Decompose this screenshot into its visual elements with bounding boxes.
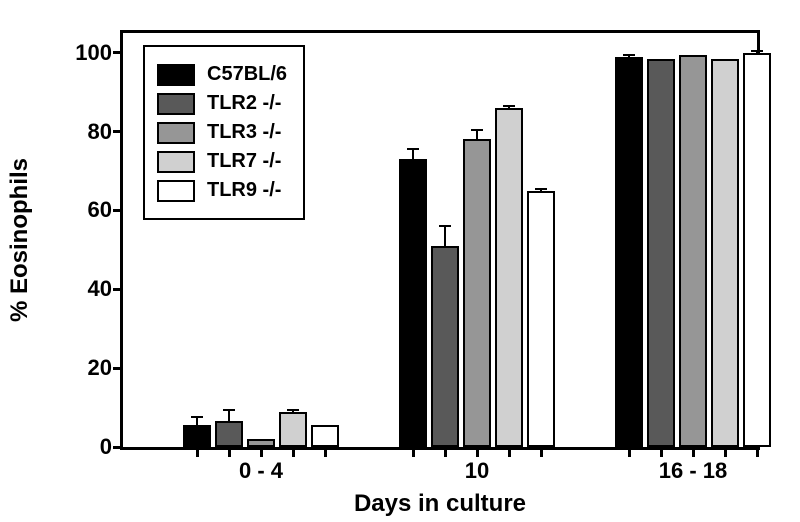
x-tick (324, 447, 327, 457)
x-tick (260, 447, 263, 457)
y-tick (113, 367, 123, 370)
legend-item: C57BL/6 (157, 63, 287, 86)
legend-item: TLR2 -/- (157, 92, 287, 115)
bar (399, 159, 427, 447)
y-tick (113, 130, 123, 133)
x-tick (412, 447, 415, 457)
x-tick (628, 447, 631, 457)
legend-label: TLR2 -/- (207, 92, 281, 115)
bar (647, 59, 675, 447)
y-tick (113, 446, 123, 449)
legend-label: TLR9 -/- (207, 179, 281, 202)
error-bar-cap (751, 50, 763, 52)
error-bar (444, 226, 446, 246)
error-bar (196, 417, 198, 425)
error-bar-cap (287, 409, 299, 411)
x-tick (756, 447, 759, 457)
y-tick-label: 80 (52, 119, 112, 145)
error-bar-cap (471, 129, 483, 131)
x-tick (724, 447, 727, 457)
bar (247, 439, 275, 447)
legend-label: C57BL/6 (207, 63, 287, 86)
bar (311, 425, 339, 447)
x-tick-label: 16 - 18 (659, 458, 728, 484)
bar (679, 55, 707, 447)
x-tick (660, 447, 663, 457)
error-bar (228, 410, 230, 422)
bar (743, 53, 771, 447)
plot-area: C57BL/6 TLR2 -/- TLR3 -/- TLR7 -/- TLR9 -/- (123, 33, 757, 447)
x-tick (476, 447, 479, 457)
y-tick-label: 40 (52, 276, 112, 302)
legend-item: TLR3 -/- (157, 121, 287, 144)
legend-swatch (157, 122, 195, 144)
y-tick-label: 20 (52, 355, 112, 381)
legend-swatch (157, 64, 195, 86)
bar (463, 139, 491, 447)
error-bar-cap (503, 105, 515, 107)
error-bar (412, 149, 414, 159)
x-tick-label: 10 (465, 458, 489, 484)
error-bar-cap (439, 225, 451, 227)
bar (279, 412, 307, 447)
bar (183, 425, 211, 447)
y-tick-label: 60 (52, 197, 112, 223)
legend-item: TLR9 -/- (157, 179, 287, 202)
x-tick (196, 447, 199, 457)
bar (431, 246, 459, 447)
legend: C57BL/6 TLR2 -/- TLR3 -/- TLR7 -/- TLR9 -/- (143, 45, 305, 220)
bar (215, 421, 243, 447)
error-bar-cap (535, 188, 547, 190)
bar (615, 57, 643, 447)
error-bar (476, 130, 478, 140)
y-axis-title: % Eosinophils (6, 158, 34, 322)
legend-item: TLR7 -/- (157, 150, 287, 173)
x-tick-label: 0 - 4 (239, 458, 283, 484)
error-bar-cap (407, 148, 419, 150)
x-tick (508, 447, 511, 457)
y-tick-label: 100 (52, 40, 112, 66)
bar (495, 108, 523, 447)
plot-frame: C57BL/6 TLR2 -/- TLR3 -/- TLR7 -/- TLR9 -/- (120, 30, 760, 450)
error-bar-cap (223, 409, 235, 411)
error-bar-cap (623, 54, 635, 56)
legend-label: TLR7 -/- (207, 150, 281, 173)
legend-label: TLR3 -/- (207, 121, 281, 144)
legend-swatch (157, 93, 195, 115)
legend-swatch (157, 180, 195, 202)
x-tick (228, 447, 231, 457)
y-tick-label: 0 (52, 434, 112, 460)
y-tick (113, 209, 123, 212)
y-tick (113, 288, 123, 291)
bar (711, 59, 739, 447)
x-tick (292, 447, 295, 457)
y-tick (113, 51, 123, 54)
x-tick (692, 447, 695, 457)
bar (527, 191, 555, 447)
error-bar-cap (191, 416, 203, 418)
x-tick (540, 447, 543, 457)
x-axis-title: Days in culture (354, 490, 526, 518)
legend-swatch (157, 151, 195, 173)
chart-container: % Eosinophils Days in culture C57BL/6 TLR… (0, 0, 800, 522)
x-tick (444, 447, 447, 457)
